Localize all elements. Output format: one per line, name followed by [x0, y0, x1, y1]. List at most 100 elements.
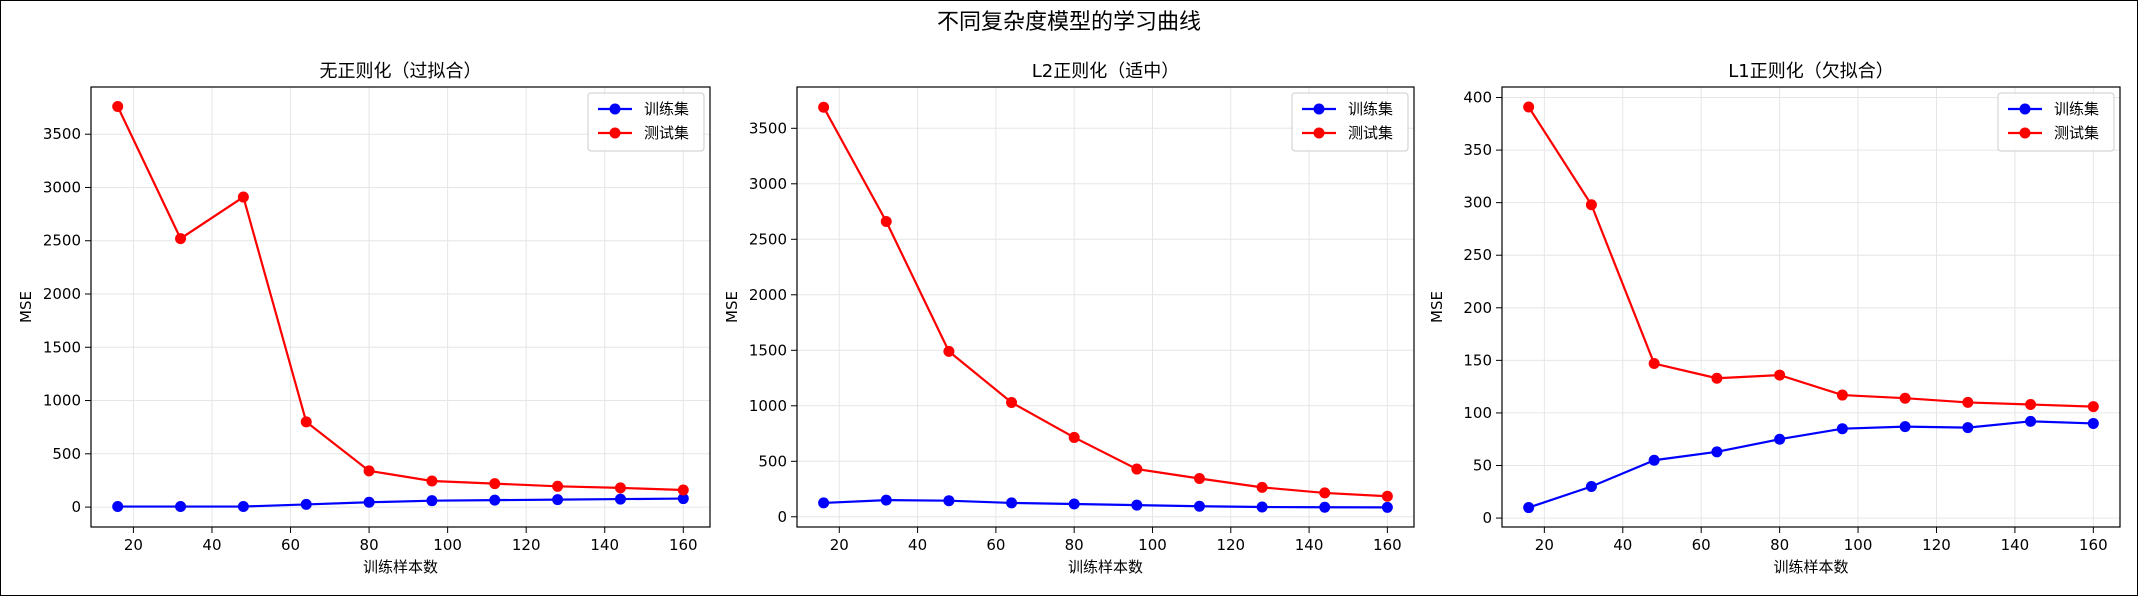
data-point [1256, 501, 1268, 513]
data-point [175, 233, 187, 245]
data-point [363, 465, 375, 477]
x-axis-label: 训练样本数 [1068, 558, 1143, 576]
data-point [1836, 389, 1848, 401]
data-point [1836, 423, 1848, 435]
data-point [426, 495, 438, 507]
data-point [2025, 415, 2037, 427]
legend-label: 测试集 [644, 124, 689, 142]
data-point [2087, 401, 2099, 413]
data-point [300, 498, 312, 510]
y-tick-label: 150 [1463, 351, 1492, 369]
y-tick-label: 50 [1473, 456, 1492, 474]
y-tick-label: 200 [1463, 299, 1492, 317]
data-point [489, 478, 501, 490]
legend-marker [1313, 127, 1325, 139]
x-tick-label: 100 [1844, 536, 1873, 554]
x-tick-label: 40 [202, 536, 221, 554]
data-point [363, 496, 375, 508]
y-tick-label: 1500 [43, 338, 81, 356]
data-point [2087, 417, 2099, 429]
x-tick-label: 80 [360, 536, 379, 554]
data-point [1006, 396, 1018, 408]
x-tick-label: 60 [281, 536, 300, 554]
data-point [1319, 487, 1331, 499]
data-point [1006, 497, 1018, 509]
legend-label: 测试集 [1348, 124, 1393, 142]
data-point [1131, 463, 1143, 475]
x-tick-label: 20 [830, 536, 849, 554]
y-tick-label: 300 [1463, 194, 1492, 212]
chart-title: L2正则化（适中） [1032, 61, 1179, 82]
legend-marker [2019, 103, 2031, 115]
data-point [1962, 422, 1974, 434]
x-tick-label: 80 [1770, 536, 1789, 554]
data-point [1962, 396, 1974, 408]
y-tick-label: 3000 [749, 175, 787, 193]
chart-panel-2: 20 40 60 80 100 120 140 160 0 500 1000 1500 2000 2500… [723, 61, 1415, 576]
y-axis-label: MSE [17, 291, 35, 323]
y-tick-label: 3000 [43, 178, 81, 196]
data-point [818, 497, 830, 509]
data-point [1648, 454, 1660, 466]
x-tick-label: 60 [986, 536, 1005, 554]
x-tick-label: 120 [1922, 536, 1951, 554]
x-tick-label: 160 [1373, 536, 1402, 554]
legend-label: 训练集 [1348, 100, 1393, 118]
data-point [1523, 502, 1535, 514]
data-point [426, 475, 438, 487]
y-tick-label: 100 [1463, 404, 1492, 422]
legend-marker [2019, 127, 2031, 139]
data-point [943, 495, 955, 507]
chart-title: L1正则化（欠拟合） [1728, 61, 1893, 82]
chart-panel-1: 20 40 60 80 100 120 140 160 0 500 1000 1500 2000 2500… [17, 61, 711, 576]
data-point [489, 494, 501, 506]
data-point [677, 484, 689, 496]
data-point [818, 101, 830, 113]
data-point [1648, 358, 1660, 370]
data-point [1193, 500, 1205, 512]
data-point [1899, 392, 1911, 404]
data-point [880, 216, 892, 228]
x-tick-label: 20 [124, 536, 143, 554]
data-point [677, 493, 689, 505]
series-line-2 [822, 106, 1388, 498]
data-point [1523, 101, 1535, 113]
x-tick-label: 40 [1613, 536, 1632, 554]
y-tick-label: 2500 [43, 232, 81, 250]
series-line-1 [1528, 420, 2094, 509]
legend-marker [609, 103, 621, 115]
data-point [237, 501, 249, 513]
series-line-2 [1527, 106, 2094, 408]
y-tick-label: 0 [71, 498, 81, 516]
data-point [614, 493, 626, 505]
x-tick-label: 160 [2079, 536, 2108, 554]
x-tick-label: 120 [512, 536, 541, 554]
data-point [1711, 372, 1723, 384]
x-axis-label: 训练样本数 [1773, 558, 1848, 576]
y-tick-label: 500 [52, 445, 81, 463]
data-point [1899, 421, 1911, 433]
x-axis-label: 训练样本数 [363, 558, 438, 576]
y-tick-label: 1000 [43, 392, 81, 410]
y-tick-label: 400 [1463, 89, 1492, 107]
data-point [1068, 498, 1080, 510]
x-tick-label: 40 [908, 536, 927, 554]
data-point [943, 345, 955, 357]
y-axis-label: MSE [1428, 291, 1446, 323]
data-point [1256, 481, 1268, 493]
y-tick-label: 3500 [749, 119, 787, 137]
y-tick-label: 0 [777, 508, 787, 526]
data-point [1193, 472, 1205, 484]
series-line-1 [117, 497, 684, 508]
data-point [1068, 431, 1080, 443]
y-tick-label: 2000 [43, 285, 81, 303]
legend-label: 训练集 [644, 100, 689, 118]
data-point [112, 100, 124, 112]
y-tick-label: 250 [1463, 246, 1492, 264]
y-tick-label: 500 [758, 452, 787, 470]
y-tick-label: 2500 [749, 230, 787, 248]
x-tick-label: 100 [1138, 536, 1167, 554]
data-point [1585, 481, 1597, 493]
data-point [1774, 433, 1786, 445]
